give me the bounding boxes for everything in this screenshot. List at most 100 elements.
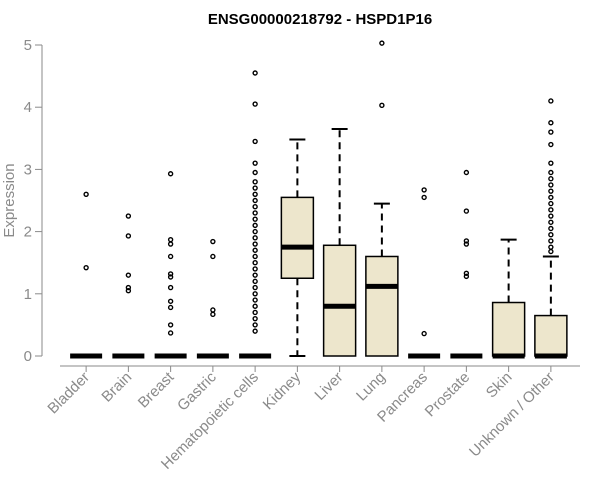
outlier-point — [548, 207, 554, 213]
outlier-point — [252, 328, 258, 334]
outlier-point — [125, 233, 132, 239]
box-hematopoietic-cells — [239, 70, 272, 359]
outlier-point — [421, 194, 427, 201]
outlier-point — [548, 248, 554, 255]
y-tick-label: 1 — [24, 286, 32, 303]
box-body — [365, 255, 399, 357]
outlier-point — [252, 222, 258, 229]
outlier-point — [548, 141, 554, 148]
outlier-point — [167, 298, 174, 304]
outlier-point — [548, 244, 554, 250]
y-axis: 0 1 2 3 4 5 — [24, 37, 43, 365]
outlier-point — [252, 260, 258, 266]
box-skin — [491, 238, 526, 359]
outlier-point — [548, 232, 554, 238]
outlier-point — [463, 169, 470, 176]
outlier-point — [252, 266, 258, 272]
outlier-point — [463, 241, 470, 247]
outlier-point — [167, 236, 174, 243]
outlier-point — [252, 70, 258, 76]
x-tick-label: Bladder — [44, 369, 93, 418]
outlier-point — [252, 185, 258, 191]
outlier-point — [548, 98, 554, 104]
outlier-point — [252, 216, 258, 222]
outlier-point — [548, 200, 554, 207]
outlier-point — [252, 291, 258, 297]
outlier-point — [125, 287, 132, 294]
outlier-point — [252, 235, 258, 241]
x-tick-label: Prostate — [422, 369, 474, 421]
outlier-point — [167, 284, 174, 291]
outlier-point — [252, 191, 258, 197]
outlier-point — [252, 138, 258, 145]
outlier-point — [252, 179, 258, 185]
outlier-point — [167, 241, 174, 247]
y-tick-label: 4 — [24, 99, 32, 116]
outlier-point — [125, 272, 132, 278]
outlier-point — [167, 253, 174, 260]
outlier-point — [210, 307, 216, 313]
outlier-point — [548, 238, 554, 244]
outlier-point — [252, 101, 258, 107]
outlier-point — [548, 169, 554, 176]
box-body — [534, 314, 568, 357]
outlier-point — [252, 241, 258, 247]
box-breast — [154, 171, 187, 359]
x-tick-label: Skin — [483, 369, 516, 402]
outlier-point — [421, 187, 427, 193]
outlier-point — [548, 219, 554, 225]
outlier-point — [252, 278, 258, 285]
outlier-point — [379, 40, 385, 46]
outlier-point — [167, 274, 174, 280]
y-axis-label: Expression — [1, 163, 18, 237]
outlier-point — [463, 273, 470, 280]
x-tick-label: Lung — [353, 369, 389, 405]
box-body — [322, 244, 357, 357]
outlier-point — [548, 120, 554, 126]
outlier-point — [252, 284, 258, 291]
x-tick-label: Brain — [98, 369, 135, 406]
outlier-point — [252, 160, 258, 166]
x-tick-label: Liver — [311, 369, 346, 404]
outlier-point — [167, 304, 174, 311]
outlier-point — [252, 204, 258, 210]
outlier-point — [548, 129, 554, 135]
outlier-point — [125, 213, 132, 219]
outlier-point — [548, 225, 554, 232]
outlier-point — [252, 247, 258, 253]
outlier-point — [421, 330, 427, 337]
outlier-point — [252, 272, 258, 278]
outlier-point — [167, 330, 174, 336]
outlier-point — [167, 171, 174, 177]
outlier-point — [83, 191, 89, 197]
box-lung — [365, 40, 399, 357]
outlier-point — [252, 210, 258, 216]
outlier-point — [252, 315, 258, 322]
outlier-point — [463, 270, 470, 276]
outlier-point — [252, 197, 258, 204]
box-bladder — [70, 191, 103, 359]
y-tick-label: 3 — [24, 161, 32, 178]
box-kidney — [280, 138, 315, 357]
outlier-point — [252, 303, 258, 309]
y-tick-label: 0 — [24, 348, 32, 365]
outlier-point — [252, 297, 258, 303]
outlier-point — [167, 322, 174, 328]
outlier-point — [548, 188, 554, 194]
box-body — [280, 196, 315, 279]
box-gastric — [196, 238, 229, 359]
box-brain — [112, 213, 145, 359]
outlier-point — [463, 208, 470, 214]
outlier-point — [252, 228, 258, 235]
y-tick-label: 2 — [24, 224, 32, 241]
box-pancreas — [408, 187, 441, 359]
outlier-point — [252, 169, 258, 176]
outlier-point — [125, 284, 132, 291]
outlier-point — [548, 160, 554, 166]
outlier-point — [83, 264, 89, 271]
outlier-point — [210, 311, 216, 318]
outlier-point — [548, 213, 554, 219]
box-unknown-other — [534, 98, 568, 359]
plot-area — [70, 40, 568, 359]
